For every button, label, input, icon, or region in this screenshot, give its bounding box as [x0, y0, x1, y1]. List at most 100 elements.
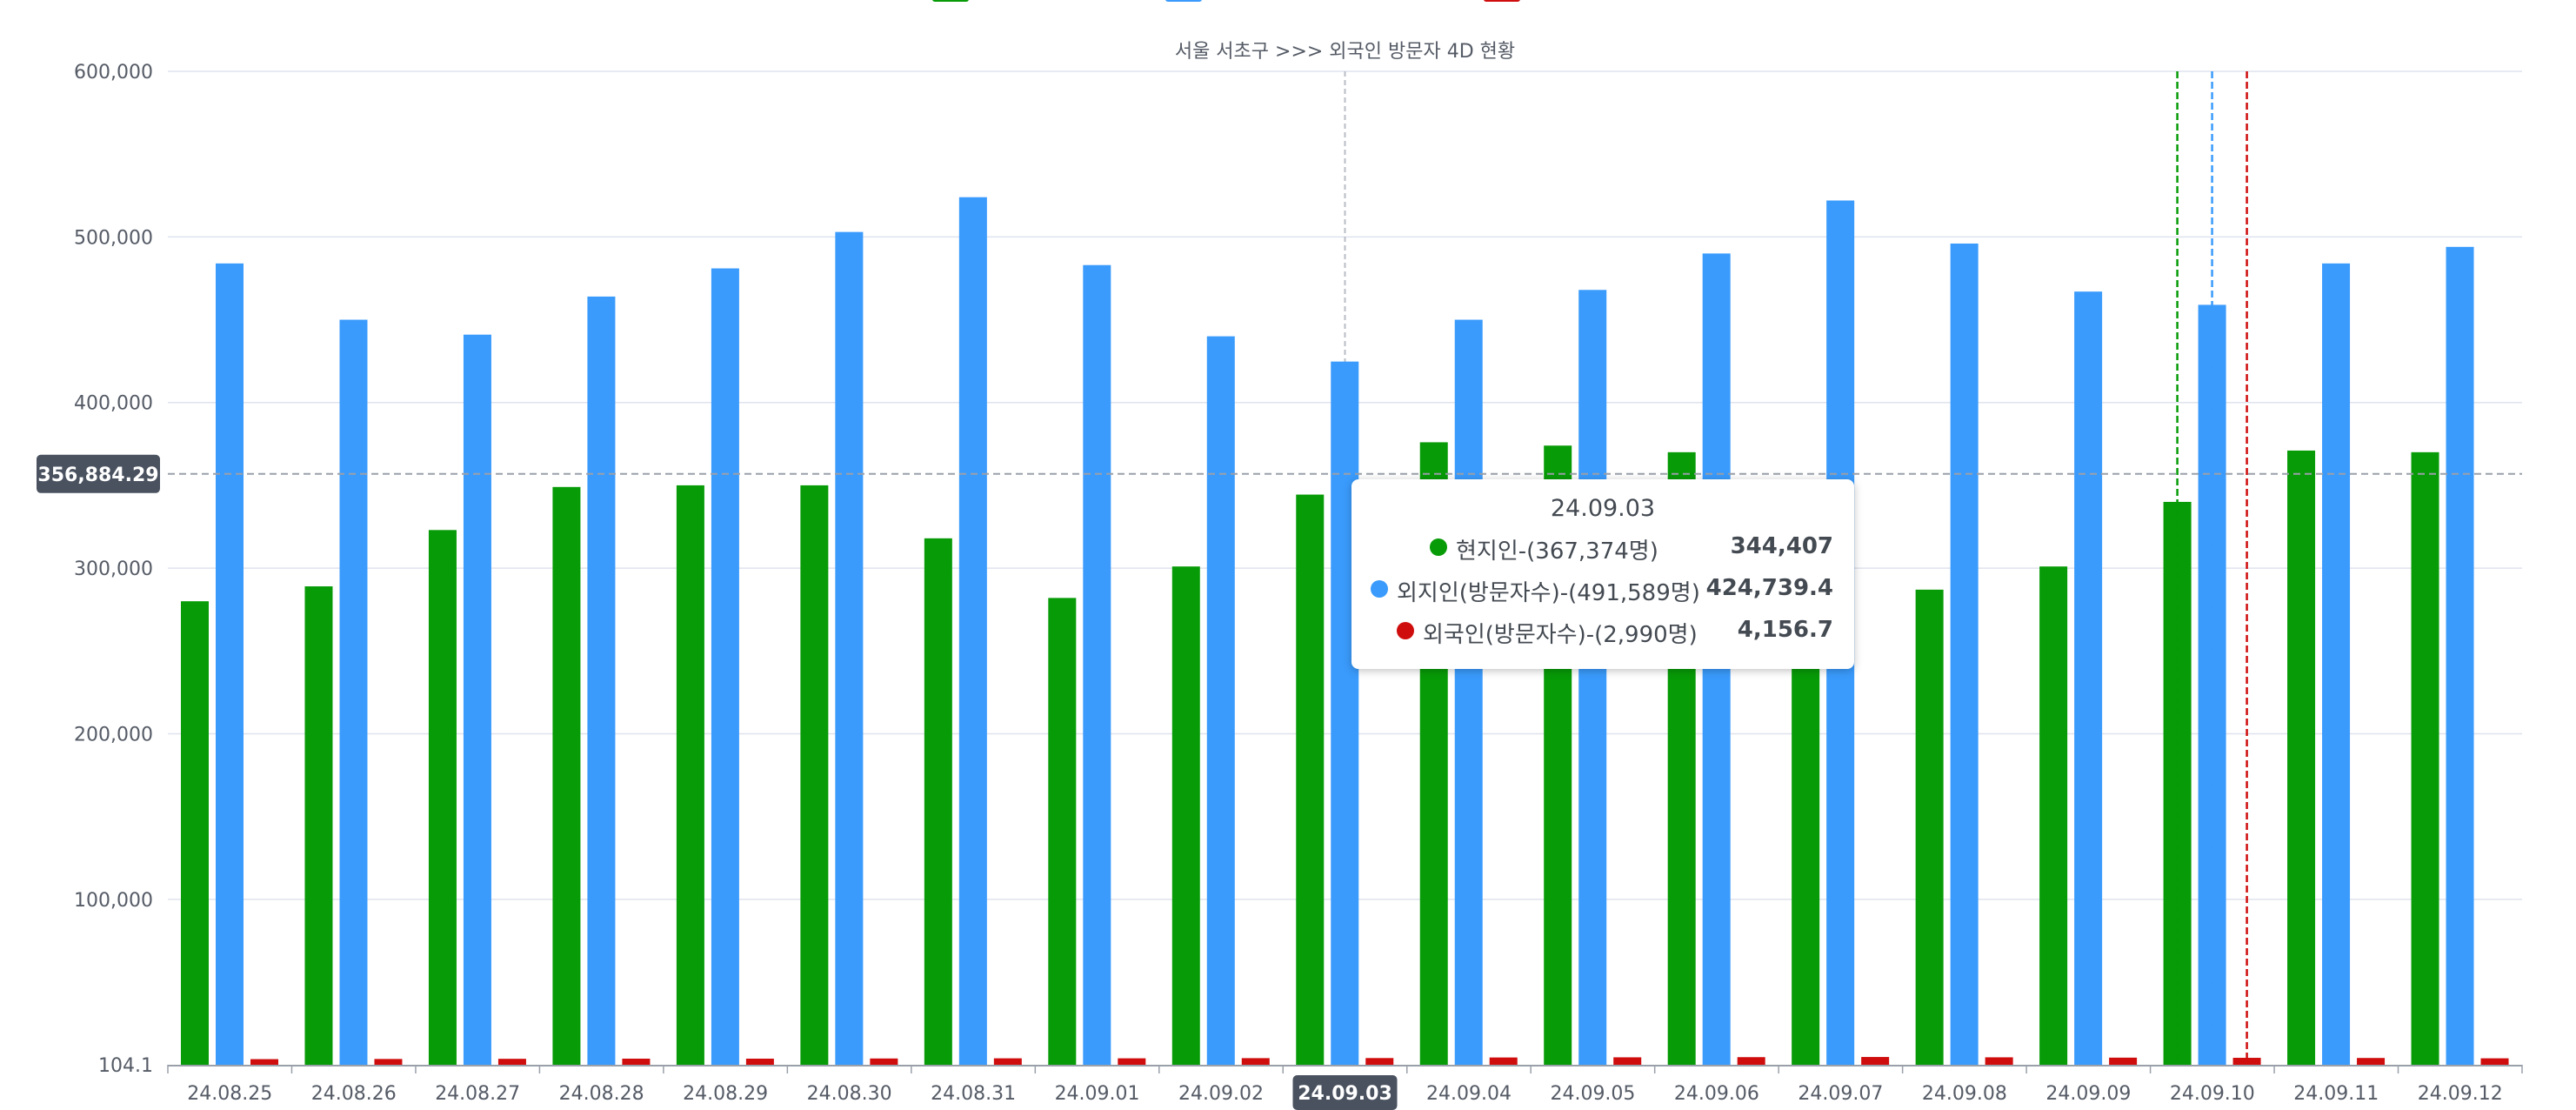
bar: [676, 485, 704, 1065]
crosshair: 356,884.29: [37, 71, 2522, 1065]
bar: [835, 231, 864, 1065]
bar: [1861, 1057, 1890, 1065]
bars[interactable]: [181, 197, 2509, 1066]
bar: [181, 601, 209, 1065]
bar: [1489, 1057, 1518, 1065]
bar: [993, 1058, 1022, 1065]
y-tick-label: 100,000: [74, 890, 153, 912]
bar: [1171, 566, 1200, 1065]
bar: [1206, 336, 1235, 1065]
x-tick-label: 24.09.01: [1055, 1083, 1140, 1105]
bar: [1915, 589, 1944, 1065]
bar: [711, 268, 739, 1065]
bar: [870, 1058, 898, 1065]
chart-title: 서울 서초구 >>> 외국인 방문자 4D 현황: [1175, 41, 1515, 63]
bar: [2039, 566, 2068, 1065]
x-tick-label: 24.09.04: [1426, 1083, 1512, 1105]
x-tick-label: 24.08.28: [559, 1083, 644, 1105]
y-tick-label: 500,000: [74, 227, 153, 249]
x-axis: 24.08.25 24.08.26 24.08.27 24.08.28 24.08.29…: [167, 1065, 2523, 1110]
tooltip-row: 현지인-(367,374명) 344,407: [1351, 531, 1854, 565]
bar: [958, 197, 987, 1065]
tooltip-row: 외국인(방문자수)-(2,990명) 4,156.7: [1351, 614, 1854, 649]
bar: [1365, 1058, 1394, 1065]
x-tick-label: 24.09.12: [2418, 1083, 2503, 1105]
tooltip-series-value: 4,156.7: [1737, 617, 1833, 643]
bar: [304, 586, 333, 1065]
crosshair-label: 356,884.29: [37, 465, 158, 486]
bar: [1950, 243, 1979, 1065]
bar: [463, 334, 491, 1066]
tooltip-series-value: 424,739.4: [1705, 575, 1833, 601]
bar: [2287, 450, 2316, 1065]
legend-swatch-2: [1165, 0, 1202, 2]
tooltip-series-value: 344,407: [1730, 533, 1833, 559]
bar: [587, 296, 616, 1065]
y-tick-label: 104.1: [98, 1055, 153, 1077]
bar: [1118, 1058, 1146, 1065]
y-tick-label: 600,000: [74, 62, 153, 84]
tooltip: 24.09.03 현지인-(367,374명) 344,407 외지인(방문자수)-…: [1351, 479, 1854, 669]
series-dot-icon: [1430, 538, 1447, 556]
legend[interactable]: [932, 0, 1520, 2]
x-tick-label: 24.08.26: [311, 1083, 397, 1105]
bar: [497, 1059, 526, 1065]
y-tick-label: 200,000: [74, 724, 153, 746]
bar: [428, 530, 457, 1065]
bar: [374, 1059, 403, 1065]
x-tick-label: 24.09.10: [2170, 1083, 2255, 1105]
bar: [2109, 1057, 2138, 1065]
x-tick-label: 24.08.30: [807, 1083, 892, 1105]
x-tick-label: 24.09.02: [1178, 1083, 1264, 1105]
x-tick-label: 24.09.07: [1798, 1083, 1883, 1105]
bar: [250, 1059, 278, 1065]
tooltip-series-label: 현지인-(367,374명): [1456, 538, 1658, 565]
bar: [2411, 451, 2439, 1065]
bar: [1985, 1057, 2013, 1065]
bar: [216, 263, 244, 1066]
bar: [552, 486, 581, 1065]
x-tick-label: 24.09.06: [1674, 1083, 1759, 1105]
tooltip-title: 24.09.03: [1550, 495, 1656, 522]
y-axis: 600,000 500,000 400,000 300,000 200,000 100,0…: [74, 62, 153, 1077]
bar: [924, 538, 952, 1065]
x-highlight-tag: [1292, 1075, 1398, 1110]
crosshair-tag: [37, 454, 160, 493]
y-tick-label: 300,000: [74, 558, 153, 580]
bar: [2322, 263, 2351, 1066]
bar: [2480, 1058, 2509, 1065]
x-tick-label: 24.08.25: [187, 1083, 272, 1105]
x-tick-label: 24.09.05: [1550, 1083, 1635, 1105]
bar: [1737, 1057, 1765, 1065]
bar: [1083, 264, 1111, 1065]
tooltip-series-label: 외지인(방문자수)-(491,589명): [1397, 580, 1700, 606]
bar: [339, 319, 368, 1065]
x-tick-label: 24.08.31: [931, 1083, 1016, 1105]
bar: [1331, 361, 1359, 1066]
x-tick-label: 24.08.29: [683, 1083, 768, 1105]
bar: [2232, 1058, 2261, 1065]
x-tick-label: 24.09.03: [1298, 1083, 1392, 1105]
bar: [2357, 1058, 2386, 1065]
bar: [1048, 598, 1077, 1065]
x-tick-label: 24.09.09: [2045, 1083, 2131, 1105]
bar: [745, 1058, 774, 1065]
bar: [800, 485, 829, 1065]
legend-swatch-3: [1484, 0, 1520, 2]
bar: [1613, 1057, 1642, 1065]
bar: [1241, 1058, 1270, 1065]
bar: [622, 1058, 651, 1065]
legend-swatch-1: [932, 0, 969, 2]
x-tick-label: 24.08.27: [435, 1083, 520, 1105]
bar: [2446, 246, 2474, 1065]
bar: [1578, 290, 1607, 1066]
series-dot-icon: [1397, 622, 1414, 639]
bar: [1296, 494, 1325, 1065]
bar: [1454, 319, 1483, 1065]
x-tick-label: 24.09.08: [1922, 1083, 2007, 1105]
x-tick-label: 24.09.11: [2293, 1083, 2379, 1105]
tooltip-series-label: 외국인(방문자수)-(2,990명): [1423, 622, 1698, 648]
tooltip-row: 외지인(방문자수)-(491,589명) 424,739.4: [1351, 572, 1854, 607]
series-dot-icon: [1371, 580, 1388, 598]
